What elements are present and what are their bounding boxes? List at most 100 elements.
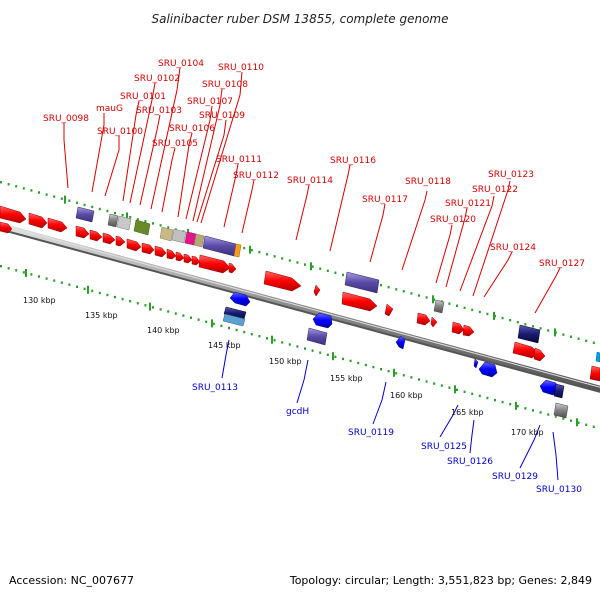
gene-label: SRU_0125 — [421, 442, 467, 452]
gene-labels-bottom: SRU_0113 gcdH SRU_0119 SRU_0125 SRU_0126… — [192, 383, 582, 495]
gene-box — [107, 213, 119, 228]
scale-dot — [220, 324, 223, 328]
gene-arrow — [478, 361, 498, 378]
scale-dot — [326, 353, 329, 356]
scale-dot — [182, 314, 185, 317]
gene-label: SRU_0117 — [362, 195, 408, 205]
scale-dot — [273, 339, 276, 342]
scale-dot — [60, 197, 63, 200]
scale-dot — [91, 205, 94, 209]
gene-arrow — [589, 365, 600, 382]
gene-arrow — [47, 217, 68, 233]
gene-arrow — [126, 238, 142, 252]
gene-arrow — [228, 262, 237, 274]
scale-dot — [266, 337, 268, 340]
scale-tick — [271, 335, 273, 344]
gene-box — [553, 402, 569, 419]
scale-dot — [15, 185, 18, 188]
gene-arrow — [462, 324, 475, 337]
scale-tick — [87, 285, 89, 294]
scale-dot — [524, 323, 527, 326]
scale-dot — [258, 335, 261, 338]
scale-dot — [357, 361, 360, 365]
scale-dot — [516, 405, 519, 408]
scale-dot — [68, 283, 71, 286]
scale-dot — [478, 394, 481, 398]
gene-box — [133, 219, 151, 236]
scale-label: 170 kbp — [511, 428, 544, 437]
scale-dot — [30, 189, 33, 192]
gene-box — [553, 383, 565, 399]
scale-dot — [53, 195, 56, 198]
scale-dot — [311, 349, 314, 352]
scale-tick — [149, 302, 151, 311]
scale-dot — [334, 355, 337, 358]
scale-tick — [576, 418, 578, 427]
gene-label: SRU_0123 — [488, 170, 534, 180]
scale-dot — [281, 257, 284, 260]
gene-label: SRU_0124 — [490, 243, 536, 253]
scale-dot — [114, 295, 116, 299]
scale-dot — [547, 413, 550, 416]
scale-dot — [53, 279, 56, 282]
scale-dot — [205, 320, 208, 323]
scale-dot — [494, 398, 496, 402]
scale-dot — [228, 326, 230, 330]
scale-label: 145 kbp — [208, 341, 241, 350]
scale-dot — [235, 328, 238, 332]
features-forward-inner — [0, 221, 600, 382]
scale-dot — [395, 372, 398, 375]
scale-dot — [486, 396, 489, 400]
map-title: Salinibacter ruber DSM 13855, complete g… — [152, 12, 449, 26]
gene-label: SRU_0113 — [192, 383, 238, 393]
scale-dot — [471, 392, 474, 396]
scale-tick — [310, 262, 312, 271]
gene-box — [193, 233, 205, 248]
gene-box — [233, 243, 242, 258]
leader-lines-top — [63, 67, 561, 314]
gene-label: SRU_0112 — [233, 171, 279, 181]
scale-dot — [448, 386, 451, 389]
scale-dot — [486, 312, 489, 316]
scale-dot — [250, 333, 253, 336]
scale-dot — [425, 380, 428, 383]
scale-dot — [45, 193, 48, 196]
gene-label: SRU_0110 — [218, 63, 264, 73]
scale-dot — [448, 302, 451, 305]
genome-stats-text: Topology: circular; Length: 3,551,823 bp… — [289, 574, 592, 587]
scale-dot — [129, 300, 132, 303]
gene-arrow — [191, 255, 201, 266]
scale-dot — [243, 330, 246, 334]
scale-dot — [387, 370, 390, 373]
scale-label: 165 kbp — [451, 408, 484, 417]
scale-dot — [98, 291, 101, 295]
scale-dot — [144, 304, 147, 307]
scale-dot — [0, 265, 2, 268]
scale-dot — [273, 255, 276, 258]
gene-label: SRU_0126 — [447, 457, 493, 467]
scale-dot — [174, 312, 177, 315]
scale-dot — [577, 421, 580, 424]
scale-tick — [126, 212, 128, 221]
leader-lines-bottom — [221, 339, 559, 481]
gene-arrow — [0, 205, 27, 224]
scale-dot — [418, 378, 420, 381]
gene-label: SRU_0127 — [539, 259, 585, 269]
scale-dot — [83, 203, 86, 207]
scale-dot — [60, 281, 63, 284]
scale-dot — [76, 201, 78, 204]
gene-label: SRU_0105 — [152, 139, 198, 149]
scale-dot — [22, 271, 25, 274]
gene-arrow — [115, 235, 126, 247]
scale-dot — [410, 376, 413, 379]
scale-dot — [547, 329, 550, 332]
scale-dot — [38, 191, 40, 194]
gene-label: SRU_0109 — [199, 111, 245, 121]
gene-box — [433, 299, 445, 314]
gene-label: SRU_0102 — [134, 74, 180, 84]
scale-tick — [515, 401, 517, 410]
gene-box — [595, 351, 600, 363]
gene-arrow — [89, 229, 103, 242]
scale-dot — [319, 267, 322, 270]
scale-dot — [22, 187, 25, 190]
